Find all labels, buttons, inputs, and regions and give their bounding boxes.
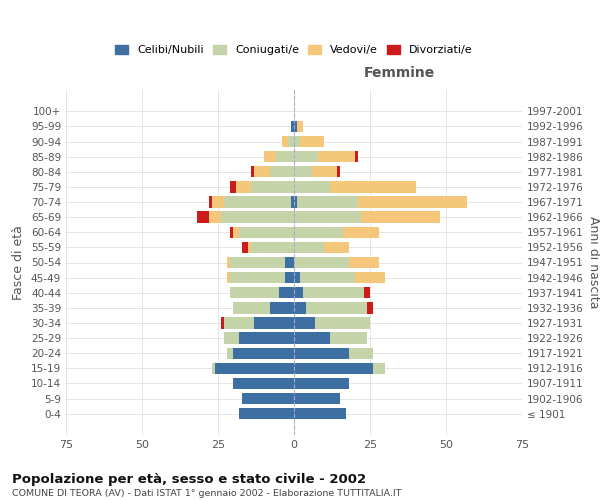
Bar [294, 226, 343, 238]
Bar [276, 151, 294, 162]
Bar [294, 166, 312, 177]
Bar [303, 287, 364, 298]
Bar [233, 378, 294, 389]
Bar [242, 393, 294, 404]
Bar [251, 182, 294, 192]
Bar [294, 362, 373, 374]
Bar [294, 151, 319, 162]
Bar [282, 136, 288, 147]
Bar [263, 151, 276, 162]
Bar [224, 196, 291, 207]
Bar [285, 257, 294, 268]
Bar [349, 348, 373, 359]
Bar [285, 272, 294, 283]
Bar [288, 136, 294, 147]
Bar [300, 272, 355, 283]
Bar [325, 242, 349, 253]
Bar [221, 318, 224, 328]
Bar [230, 272, 285, 283]
Bar [297, 196, 358, 207]
Bar [294, 257, 349, 268]
Bar [224, 332, 239, 344]
Bar [355, 272, 385, 283]
Bar [269, 166, 294, 177]
Bar [294, 136, 300, 147]
Bar [230, 182, 236, 192]
Bar [212, 362, 215, 374]
Bar [294, 302, 306, 314]
Bar [364, 287, 370, 298]
Bar [294, 272, 300, 283]
Bar [197, 212, 209, 223]
Bar [355, 151, 358, 162]
Text: Popolazione per età, sesso e stato civile - 2002: Popolazione per età, sesso e stato civil… [12, 472, 366, 486]
Bar [279, 287, 294, 298]
Bar [331, 332, 367, 344]
Bar [312, 166, 337, 177]
Bar [294, 212, 361, 223]
Bar [239, 332, 294, 344]
Bar [294, 196, 297, 207]
Bar [209, 212, 221, 223]
Bar [319, 151, 355, 162]
Text: Femmine: Femmine [363, 66, 434, 80]
Y-axis label: Fasce di età: Fasce di età [13, 225, 25, 300]
Y-axis label: Anni di nascita: Anni di nascita [587, 216, 600, 308]
Bar [242, 242, 248, 253]
Bar [212, 196, 224, 207]
Bar [233, 302, 269, 314]
Bar [294, 408, 346, 420]
Bar [254, 318, 294, 328]
Bar [239, 408, 294, 420]
Bar [300, 136, 325, 147]
Bar [227, 272, 230, 283]
Bar [251, 166, 254, 177]
Bar [294, 318, 315, 328]
Bar [227, 257, 230, 268]
Bar [236, 182, 251, 192]
Bar [315, 318, 370, 328]
Bar [337, 166, 340, 177]
Legend: Celibi/Nubili, Coniugati/e, Vedovi/e, Divorziati/e: Celibi/Nubili, Coniugati/e, Vedovi/e, Di… [111, 40, 477, 60]
Bar [230, 226, 233, 238]
Bar [294, 182, 331, 192]
Bar [294, 121, 297, 132]
Bar [373, 362, 385, 374]
Bar [297, 121, 303, 132]
Bar [221, 212, 294, 223]
Bar [209, 196, 212, 207]
Bar [294, 348, 349, 359]
Bar [269, 302, 294, 314]
Bar [291, 196, 294, 207]
Bar [230, 287, 279, 298]
Bar [230, 257, 285, 268]
Bar [361, 212, 440, 223]
Bar [251, 242, 294, 253]
Bar [367, 302, 373, 314]
Bar [294, 242, 325, 253]
Bar [227, 348, 233, 359]
Bar [254, 166, 269, 177]
Text: COMUNE DI TEORA (AV) - Dati ISTAT 1° gennaio 2002 - Elaborazione TUTTITALIA.IT: COMUNE DI TEORA (AV) - Dati ISTAT 1° gen… [12, 489, 401, 498]
Bar [331, 182, 416, 192]
Bar [224, 318, 254, 328]
Bar [291, 121, 294, 132]
Bar [306, 302, 367, 314]
Bar [215, 362, 294, 374]
Bar [233, 348, 294, 359]
Bar [294, 332, 331, 344]
Bar [233, 226, 239, 238]
Bar [294, 378, 349, 389]
Bar [343, 226, 379, 238]
Bar [294, 393, 340, 404]
Bar [248, 242, 251, 253]
Bar [349, 257, 379, 268]
Bar [358, 196, 467, 207]
Bar [239, 226, 294, 238]
Bar [294, 287, 303, 298]
